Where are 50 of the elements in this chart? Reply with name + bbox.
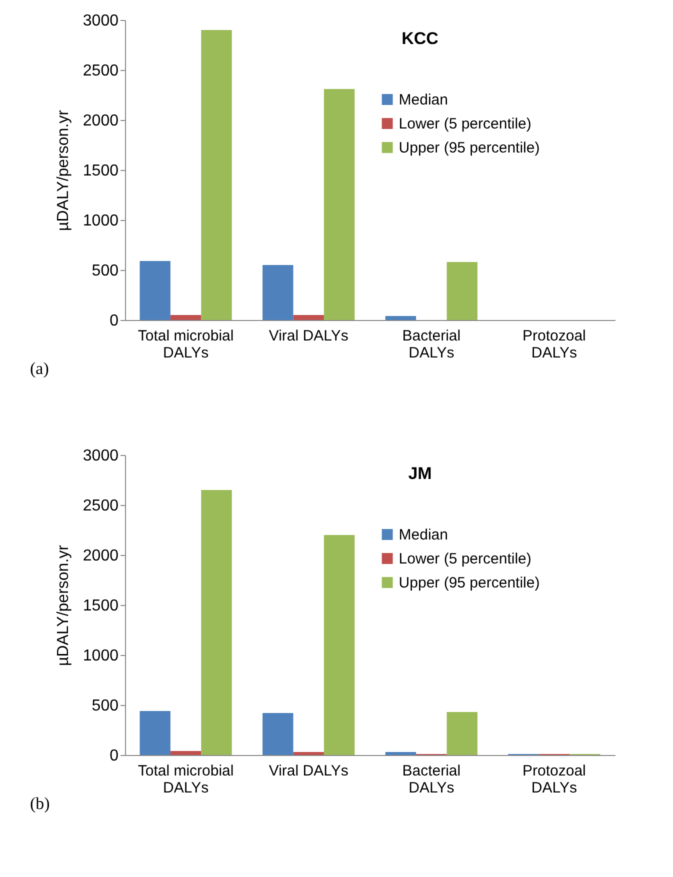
bar xyxy=(446,712,478,755)
y-tick-label: 1000 xyxy=(82,212,119,230)
x-tick-label: Viral DALYs xyxy=(268,762,348,780)
bar xyxy=(385,316,416,320)
x-tick-label: Total microbial DALYs xyxy=(138,762,234,796)
y-tick-label: 2500 xyxy=(82,498,119,514)
text: KCC xyxy=(402,29,438,48)
bar xyxy=(201,490,232,755)
text: JM xyxy=(408,464,432,483)
y-tick-label: 2000 xyxy=(82,112,119,130)
y-tick-label: 500 xyxy=(92,262,119,280)
y-tick-label: 500 xyxy=(92,698,119,714)
bar xyxy=(140,711,170,755)
legend-label: Lower (5 percentile) xyxy=(398,550,532,568)
text: (a) xyxy=(30,359,49,378)
bar xyxy=(262,265,294,320)
x-tick-label: Bacterial DALYs xyxy=(402,328,461,362)
legend-label: Median xyxy=(398,526,448,544)
x-tick-label: Protozoal DALYs xyxy=(522,328,586,362)
y-tick-label: 1500 xyxy=(82,162,119,180)
bar xyxy=(201,30,232,320)
legend-label: Upper (95 percentile) xyxy=(398,140,540,156)
y-axis-title: µDALY/person.yr xyxy=(54,544,72,666)
bar xyxy=(170,315,202,320)
y-tick-label: 1500 xyxy=(82,598,119,614)
legend-label: Lower (5 percentile) xyxy=(398,116,532,132)
legend-label: Median xyxy=(398,92,448,108)
y-tick-label: 3000 xyxy=(82,448,119,464)
legend-label: Upper (95 percentile) xyxy=(398,574,540,592)
bar xyxy=(293,315,324,320)
bar xyxy=(262,713,294,755)
y-tick-label: 0 xyxy=(110,748,119,764)
bar xyxy=(385,752,416,755)
bar xyxy=(324,89,355,320)
x-tick-label: Viral DALYs xyxy=(268,328,348,344)
x-tick-label: Bacterial DALYs xyxy=(402,762,461,796)
y-tick-label: 0 xyxy=(110,312,119,330)
text: (b) xyxy=(30,794,50,813)
bar xyxy=(293,752,324,755)
bar xyxy=(140,261,170,320)
y-tick-label: 2500 xyxy=(82,62,119,80)
x-tick-label: Total microbial DALYs xyxy=(138,328,234,362)
y-tick-label: 2000 xyxy=(82,548,119,564)
bar xyxy=(324,535,355,755)
y-tick-label: 3000 xyxy=(82,12,119,30)
bar xyxy=(170,751,202,755)
bar xyxy=(446,262,478,320)
x-tick-label: Protozoal DALYs xyxy=(522,762,586,796)
y-tick-label: 1000 xyxy=(82,648,119,664)
y-axis-title: µDALY/person.yr xyxy=(54,109,72,231)
